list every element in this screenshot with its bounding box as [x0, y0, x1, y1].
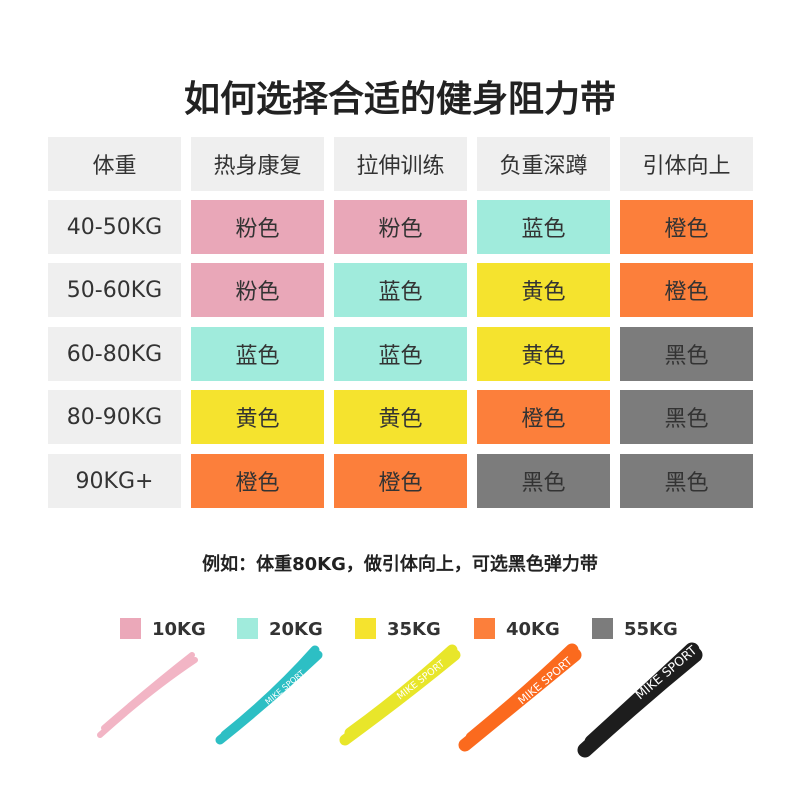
color-cell: 橙色 [620, 200, 753, 254]
band-brand: MIKE SPORT [632, 642, 700, 702]
color-cell: 橙色 [334, 454, 467, 508]
color-cell: 黄色 [477, 327, 610, 381]
title: 如何选择合适的健身阻力带 [183, 79, 616, 120]
weight-cell: 90KG+ [48, 454, 181, 508]
example-note: 例如：体重80KG，做引体向上，可选黑色弹力带 [202, 554, 598, 575]
legend-label: 10KG [152, 618, 206, 640]
color-cell: 黄色 [334, 390, 467, 444]
legend-label: 40KG [506, 618, 560, 640]
weight-cell: 60-80KG [48, 327, 181, 381]
band-brand: MIKE SPORT [395, 658, 447, 702]
color-cell: 黑色 [477, 454, 610, 508]
color-cell: 蓝色 [334, 327, 467, 381]
legend-swatch [120, 618, 141, 639]
weight-cell: 50-60KG [48, 263, 181, 317]
color-cell: 黄色 [191, 390, 324, 444]
weight-cell: 40-50KG [48, 200, 181, 254]
header-cell: 引体向上 [620, 137, 753, 191]
color-cell: 黑色 [620, 454, 753, 508]
legend-swatch [474, 618, 495, 639]
header-cell: 体重 [48, 137, 181, 191]
color-cell: 黑色 [620, 327, 753, 381]
band-brand: MIKE SPORT [264, 669, 307, 707]
color-cell: 橙色 [620, 263, 753, 317]
color-cell: 粉色 [334, 200, 467, 254]
band-orange [458, 643, 582, 752]
legend-swatch [237, 618, 258, 639]
color-cell: 黄色 [477, 263, 610, 317]
color-cell: 黑色 [620, 390, 753, 444]
legend-label: 20KG [269, 618, 323, 640]
legend-swatch [355, 618, 376, 639]
weight-cell: 80-90KG [48, 390, 181, 444]
color-cell: 粉色 [191, 263, 324, 317]
color-cell: 蓝色 [477, 200, 610, 254]
band-yellow [339, 644, 461, 746]
header-cell: 热身康复 [191, 137, 324, 191]
legend-label: 55KG [624, 618, 678, 640]
band-pink [97, 652, 198, 738]
header-cell: 拉伸训练 [334, 137, 467, 191]
band-brand: MIKE SPORT [516, 655, 575, 708]
color-cell: 蓝色 [191, 327, 324, 381]
color-cell: 橙色 [477, 390, 610, 444]
legend-swatch [592, 618, 613, 639]
color-cell: 橙色 [191, 454, 324, 508]
band-blue [215, 645, 323, 745]
legend-label: 35KG [387, 618, 441, 640]
color-cell: 蓝色 [334, 263, 467, 317]
band-black [577, 642, 703, 758]
color-cell: 粉色 [191, 200, 324, 254]
header-cell: 负重深蹲 [477, 137, 610, 191]
